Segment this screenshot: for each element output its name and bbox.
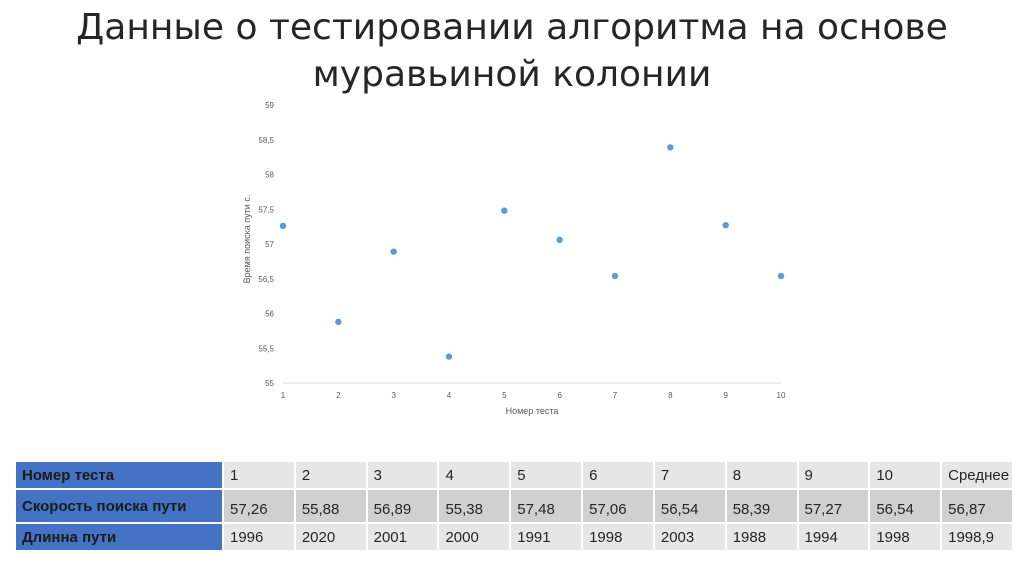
data-point — [279, 222, 287, 230]
table-cell: 1994 — [798, 524, 869, 550]
table-cell: 1 — [224, 462, 294, 488]
table-cell: 2020 — [295, 524, 366, 550]
table-row-path-length: Длинна пути 1996 2020 2001 2000 1991 1998 2003 1… — [16, 524, 1012, 550]
y-axis-ticks: 55 55,5 56 56,5 57 57,5 58 58,5 59 — [258, 101, 274, 388]
x-tick-label: 10 — [777, 391, 786, 400]
y-tick-label: 57,5 — [258, 205, 274, 214]
table-cell: 10 — [870, 462, 941, 488]
y-tick-label: 58 — [265, 171, 274, 180]
table-cell: 55,38 — [439, 490, 510, 522]
y-tick-label: 57 — [265, 240, 274, 249]
table-cell: Среднее — [942, 462, 1012, 488]
table-cell: 58,39 — [726, 490, 797, 522]
x-tick-label: 6 — [557, 391, 562, 400]
results-table-body: Номер теста 1 2 3 4 5 6 7 8 9 10 Среднее Скорость по… — [16, 462, 1012, 550]
table-cell: 3 — [367, 462, 438, 488]
table-cell: 2003 — [654, 524, 725, 550]
slide-title-line-1: Данные о тестировании алгоритма на основ… — [76, 7, 948, 48]
table-cell: 8 — [726, 462, 797, 488]
table-cell: 56,89 — [367, 490, 438, 522]
y-tick-label: 56,5 — [258, 275, 274, 284]
table-row-test-number: Номер теста 1 2 3 4 5 6 7 8 9 10 Среднее — [16, 462, 1012, 488]
table-cell: 57,48 — [511, 490, 582, 522]
table-cell: 57,27 — [798, 490, 869, 522]
x-tick-label: 3 — [391, 391, 396, 400]
x-tick-label: 5 — [502, 391, 507, 400]
x-axis-title: Номер теста — [506, 406, 559, 416]
data-points — [279, 144, 785, 360]
table-cell: 2000 — [439, 524, 510, 550]
x-tick-label: 2 — [336, 391, 341, 400]
data-point — [777, 272, 785, 280]
x-tick-label: 4 — [447, 391, 452, 400]
table-cell: 57,26 — [224, 490, 294, 522]
data-point — [556, 236, 563, 244]
data-point — [390, 248, 397, 255]
table-cell: 1996 — [224, 524, 294, 550]
table-cell: 4 — [439, 462, 510, 488]
table-row-search-speed: Скорость поиска пути 57,26 55,88 56,89 55,38… — [16, 490, 1012, 522]
y-tick-label: 55,5 — [258, 344, 274, 353]
table-cell: 2 — [295, 462, 366, 488]
x-tick-label: 1 — [281, 391, 286, 400]
table-cell: 56,87 — [942, 490, 1012, 522]
data-point — [667, 144, 674, 151]
table-cell: 6 — [583, 462, 653, 488]
data-point — [445, 353, 453, 360]
table-cell: 1998 — [583, 524, 653, 550]
table-cell: 55,88 — [295, 490, 366, 522]
table-cell: 57,06 — [583, 490, 653, 522]
table-cell: 56,54 — [870, 490, 941, 522]
table-cell: 56,54 — [654, 490, 725, 522]
data-point — [611, 272, 619, 280]
table-cell: 5 — [511, 462, 582, 488]
table-cell: 2001 — [367, 524, 438, 550]
results-table: Номер теста 1 2 3 4 5 6 7 8 9 10 Среднее Скорость по… — [14, 460, 1014, 552]
y-tick-label: 55 — [265, 379, 274, 388]
y-tick-label: 59 — [265, 101, 274, 110]
table-cell: 1988 — [726, 524, 797, 550]
table-cell: 1998,9 — [942, 524, 1012, 550]
x-tick-label: 8 — [668, 391, 673, 400]
table-cell: 9 — [798, 462, 869, 488]
table-row-header: Скорость поиска пути — [16, 490, 222, 522]
y-tick-label: 58,5 — [258, 136, 274, 145]
y-axis-title: Время поиска пути с. — [242, 195, 252, 284]
x-tick-label: 7 — [613, 391, 618, 400]
table-cell: 1998 — [870, 524, 941, 550]
table-cell: 1991 — [511, 524, 582, 550]
data-point — [722, 222, 729, 229]
x-tick-label: 9 — [723, 391, 728, 400]
slide-title-line-2: муравьиной колонии — [312, 54, 712, 95]
data-point — [501, 207, 508, 214]
slide-title: Данные о тестировании алгоритма на основ… — [60, 4, 964, 98]
x-axis-ticks: 1 2 3 4 5 6 7 8 9 10 — [281, 391, 786, 400]
table-row-header: Номер теста — [16, 462, 222, 488]
y-tick-label: 56 — [265, 310, 274, 319]
table-row-header: Длинна пути — [16, 524, 222, 550]
data-point — [335, 318, 342, 326]
table-cell: 7 — [654, 462, 725, 488]
